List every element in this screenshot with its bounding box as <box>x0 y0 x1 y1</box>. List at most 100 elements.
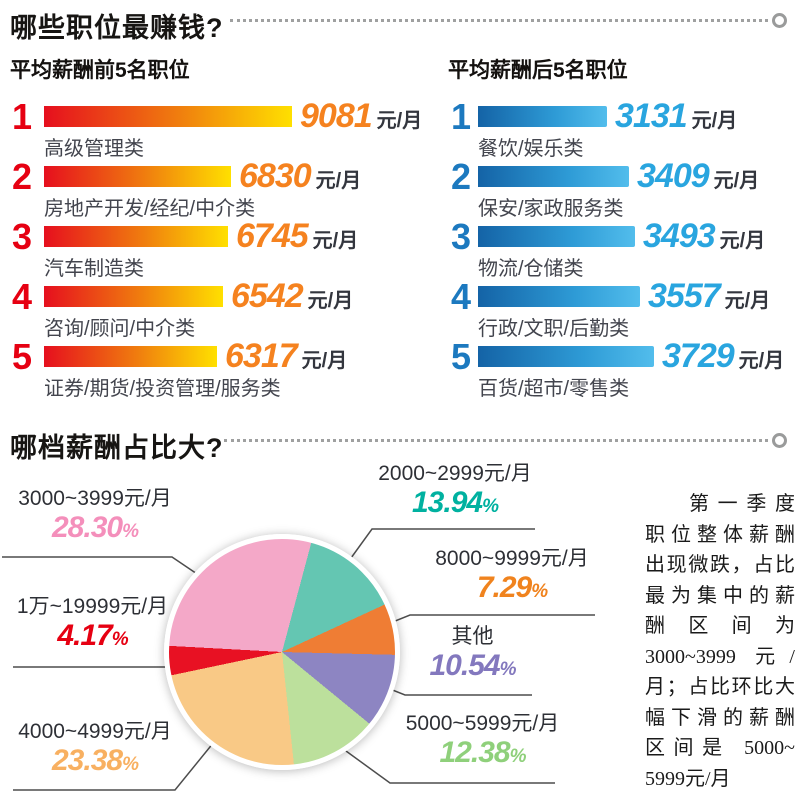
salary-value: 3409 元/月 <box>637 158 759 194</box>
salary-bar <box>478 226 635 247</box>
salary-unit: 元/月 <box>738 350 785 372</box>
pie-label-percent: 28.30% <box>5 511 185 548</box>
ranking-row: 5 3729 元/月 百货/超市/零售类 <box>0 336 800 400</box>
salary-unit: 元/月 <box>307 290 354 312</box>
ranking-row: 2 3409 元/月 保安/家政服务类 <box>0 156 800 220</box>
salary-bar <box>44 286 223 307</box>
rank-number: 3 <box>11 216 33 257</box>
pie-label-text: 2000~2999元/月 <box>378 462 532 485</box>
ranking-row: 3 3493 元/月 物流/仓储类 <box>0 216 800 280</box>
salary-share-pie-chart <box>164 534 400 770</box>
category-label: 房地产开发/经纪/中介类 <box>44 198 256 220</box>
note-line: 幅下滑的薪酬 <box>645 706 795 729</box>
ranking-row: 1 9081 元/月 高级管理类 <box>0 96 800 160</box>
salary-number: 9081 <box>300 97 373 135</box>
percent-value: 23.38 <box>52 744 123 777</box>
rank-number: 2 <box>450 156 472 197</box>
salary-number: 3493 <box>643 217 716 255</box>
salary-bar <box>478 166 629 187</box>
salary-value: 6830 元/月 <box>239 158 361 194</box>
pie-label-percent: 10.54% <box>380 649 565 686</box>
pie-label-text: 其他 <box>451 625 494 648</box>
pie-label-other: 其他 10.54% <box>380 624 565 686</box>
rank-number: 3 <box>450 216 472 257</box>
category-label: 行政/文职/后勤类 <box>478 318 630 340</box>
category-label: 高级管理类 <box>44 138 144 160</box>
percent-value: 13.94 <box>412 486 483 519</box>
salary-value: 3557 元/月 <box>648 278 770 314</box>
section1-title: 哪些职位最赚钱? <box>10 13 224 43</box>
salary-unit: 元/月 <box>724 290 771 312</box>
percent-sign: % <box>499 659 517 680</box>
pie-label-text: 8000~9999元/月 <box>435 547 589 570</box>
pie-label-text: 4000~4999元/月 <box>18 720 172 743</box>
rank-number: 2 <box>11 156 33 197</box>
note-line: 职位整体薪酬 <box>645 523 795 546</box>
bottom5-heading: 平均薪酬后5名职位 <box>448 59 628 82</box>
pie-label-percent: 4.17% <box>5 619 180 656</box>
note-line: 酬区间为 <box>645 615 795 637</box>
dotted-divider <box>224 439 768 442</box>
note-line: 5999元/月 <box>645 767 731 790</box>
note-line: 3000~3999 元/ <box>645 645 795 668</box>
salary-number: 6542 <box>231 277 304 315</box>
divider-end-ring-icon <box>772 13 787 28</box>
percent-value: 28.30 <box>52 511 123 544</box>
salary-bar <box>478 106 607 127</box>
pie-label-percent: 23.38% <box>5 744 185 781</box>
pie-callout-line <box>13 663 183 668</box>
category-label: 餐饮/娱乐类 <box>478 138 584 160</box>
note-line: 区间是 5000~ <box>645 737 795 759</box>
ranking-row: 4 6542 元/月 咨询/顾问/中介类 <box>0 277 800 340</box>
percent-value: 7.29 <box>476 571 532 604</box>
category-label: 保安/家政服务类 <box>478 198 624 220</box>
rank-number: 4 <box>450 276 472 317</box>
salary-unit: 元/月 <box>315 170 362 192</box>
salary-unit: 元/月 <box>376 110 423 132</box>
salary-number: 3409 <box>637 157 710 195</box>
note-line: 第一季度 <box>689 493 795 515</box>
percent-value: 4.17 <box>57 619 112 652</box>
salary-bar <box>44 166 231 187</box>
salary-value: 3493 元/月 <box>643 218 765 254</box>
salary-bar <box>478 346 654 367</box>
salary-bar <box>478 286 640 307</box>
pie-label-4000-4999: 4000~4999元/月 23.38% <box>5 719 185 781</box>
note-line: 最为集中的薪 <box>645 584 795 607</box>
salary-bar <box>44 106 292 127</box>
salary-value: 3131 元/月 <box>615 98 737 134</box>
salary-number: 6745 <box>236 217 309 255</box>
salary-bar <box>44 226 228 247</box>
percent-sign: % <box>482 496 499 517</box>
percent-value: 12.38 <box>439 736 511 769</box>
rank-number: 1 <box>450 96 472 137</box>
rank-number: 5 <box>450 336 472 377</box>
salary-value: 6745 元/月 <box>236 218 358 254</box>
pie-label-percent: 13.94% <box>355 486 555 523</box>
pie-label-percent: 7.29% <box>412 571 612 608</box>
salary-number: 3131 <box>615 97 688 135</box>
ranking-row: 1 3131 元/月 餐饮/娱乐类 <box>0 96 800 160</box>
salary-unit: 元/月 <box>691 110 738 132</box>
rank-number: 1 <box>11 96 33 137</box>
percent-value: 10.54 <box>429 649 501 682</box>
top5-heading: 平均薪酬前5名职位 <box>10 59 190 82</box>
salary-unit: 元/月 <box>719 230 766 252</box>
ranking-row: 2 6830 元/月 房地产开发/经纪/中介类 <box>0 156 800 220</box>
pie-label-text: 1万~19999元/月 <box>16 595 169 618</box>
percent-sign: % <box>122 521 139 542</box>
summary-note: 第一季度 职位整体薪酬 出现微跌，占比 最为集中的薪 酬区间为 3000~399… <box>645 489 795 794</box>
pie-label-text: 3000~3999元/月 <box>18 487 172 510</box>
divider-end-ring-icon <box>772 433 787 448</box>
pie-label-8000-9999: 8000~9999元/月 7.29% <box>412 546 612 608</box>
salary-unit: 元/月 <box>713 170 760 192</box>
category-label: 物流/仓储类 <box>478 258 584 280</box>
section2-title: 哪档薪酬占比大? <box>10 433 224 463</box>
pie-label-5000-5999: 5000~5999元/月 12.38% <box>385 711 580 773</box>
ranking-row: 3 6745 元/月 汽车制造类 <box>0 216 800 280</box>
pie-label-percent: 12.38% <box>385 736 580 773</box>
category-label: 咨询/顾问/中介类 <box>44 318 196 340</box>
percent-sign: % <box>122 754 139 775</box>
salary-number: 3729 <box>662 337 735 375</box>
